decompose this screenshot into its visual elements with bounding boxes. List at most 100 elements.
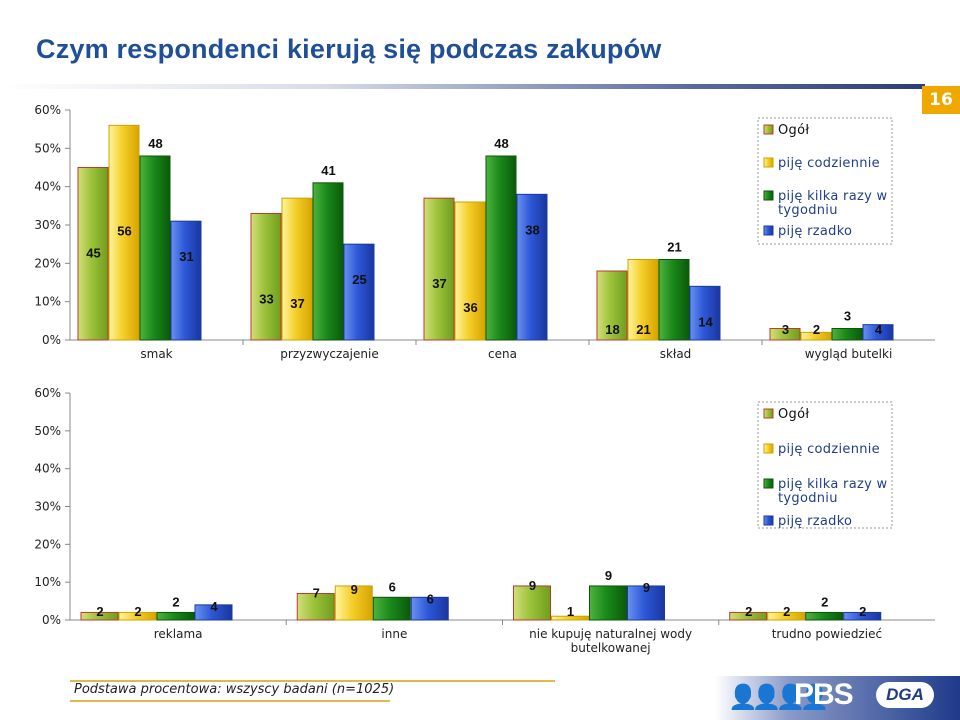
data-label: 4 — [210, 599, 218, 614]
page-number: 16 — [922, 86, 960, 114]
legend-label: tygodniu — [778, 491, 838, 506]
y-tick-label: 30% — [34, 500, 61, 514]
data-label: 2 — [134, 604, 141, 619]
y-tick-label: 50% — [34, 424, 61, 438]
legend-label: Ogół — [778, 407, 809, 422]
data-label: 21 — [667, 240, 681, 255]
legend-label: piję rzadko — [778, 514, 852, 529]
data-label: 4 — [875, 322, 883, 337]
legend-label: piję kilka razy w — [778, 189, 888, 204]
page-title: Czym respondenci kierują się podczas zak… — [36, 34, 662, 64]
bar-piję-codziennie — [281, 197, 313, 341]
bar-piję-codziennie — [108, 124, 140, 341]
y-tick-label: 0% — [42, 613, 61, 627]
bar-piję-rzadko — [516, 193, 548, 341]
bar-ogół — [296, 593, 335, 621]
bar-piję-rzadko — [843, 611, 882, 621]
data-label: 7 — [313, 586, 320, 601]
footnote: Podstawa procentowa: wszyscy badani (n=1… — [74, 682, 395, 697]
legend-swatch — [763, 190, 774, 201]
legend-swatch — [763, 225, 774, 236]
data-label: 48 — [148, 136, 162, 151]
y-tick-label: 60% — [34, 386, 61, 400]
bar-piję-rzadko — [689, 285, 721, 341]
bar-ogół — [80, 611, 119, 621]
chart-top: 0% 10% 20% 30% 40% 50% 60% smak 45 56 48 31 przyzwyc… — [34, 103, 935, 361]
header-divider — [0, 84, 925, 89]
data-label: 2 — [783, 604, 790, 619]
bar-piję-codziennie — [334, 585, 373, 621]
x-category-label: butelkowanej — [571, 641, 651, 655]
data-label: 37 — [432, 276, 446, 291]
data-label: 2 — [745, 604, 752, 619]
data-label: 41 — [321, 163, 335, 178]
bar-piję-kilka-razy-w-tygodniu — [139, 155, 171, 341]
legend-swatch — [763, 478, 774, 489]
footnote-divider — [70, 680, 555, 682]
x-category-label: inne — [381, 627, 407, 641]
bar-piję-rzadko — [343, 243, 375, 341]
data-label: 38 — [525, 222, 539, 237]
chart-bottom: 0% 10% 20% 30% 40% 50% 60% reklama 2 2 2 4 inne 7 9 6 6 n… — [34, 386, 935, 655]
bar-piję-codziennie — [118, 611, 157, 621]
data-label: 36 — [463, 300, 477, 315]
x-category-label: nie kupuję naturalnej wody — [529, 627, 692, 641]
data-label: 31 — [179, 249, 193, 264]
bar-piję-codziennie — [800, 331, 832, 341]
legend-swatch — [763, 124, 774, 135]
data-label: 2 — [859, 604, 866, 619]
bar-ogół — [729, 611, 768, 621]
data-label: 56 — [117, 223, 131, 238]
legend-swatch — [763, 515, 774, 526]
footnote-underline — [70, 700, 390, 702]
data-label: 2 — [96, 604, 103, 619]
data-label: 3 — [844, 309, 851, 324]
legend-label: piję codziennie — [778, 156, 880, 171]
data-label: 2 — [813, 322, 820, 337]
bar-piję-codziennie — [551, 615, 589, 621]
data-label: 2 — [821, 594, 828, 609]
bar-piję-codziennie — [767, 611, 806, 621]
bar-piję-rzadko — [862, 324, 894, 341]
legend-box — [757, 401, 893, 529]
bar-piję-codziennie — [627, 259, 659, 341]
bar-piję-kilka-razy-w-tygodniu — [831, 328, 863, 341]
x-category-label: smak — [140, 347, 172, 361]
y-tick-label: 10% — [34, 295, 61, 309]
y-tick-label: 20% — [34, 537, 61, 551]
x-category-label: cena — [488, 347, 517, 361]
bar-piję-kilka-razy-w-tygodniu — [372, 596, 411, 621]
bar-piję-codziennie — [454, 201, 486, 341]
bar-ogół — [423, 197, 455, 341]
legend-label: piję codziennie — [778, 442, 880, 457]
bar-piję-kilka-razy-w-tygodniu — [589, 585, 627, 621]
pbs-logo: PBS — [794, 678, 854, 711]
data-label: 9 — [351, 582, 358, 597]
legend-swatch — [763, 443, 774, 454]
data-label: 1 — [567, 604, 574, 619]
y-tick-label: 40% — [34, 180, 61, 194]
bar-ogół — [596, 270, 628, 341]
x-category-label: przyzwyczajenie — [280, 347, 378, 361]
y-tick-label: 50% — [34, 141, 61, 155]
data-label: 21 — [636, 322, 650, 337]
data-label: 3 — [782, 322, 789, 337]
bar-piję-kilka-razy-w-tygodniu — [805, 611, 844, 621]
data-label: 9 — [643, 580, 650, 595]
legend-box — [757, 117, 893, 245]
dga-logo: DGA — [876, 682, 934, 708]
legend-swatch — [763, 157, 774, 168]
data-label: 6 — [427, 591, 434, 606]
data-label: 9 — [529, 578, 536, 593]
bar-piję-kilka-razy-w-tygodniu — [312, 182, 344, 341]
x-category-label: wygląd butelki — [805, 347, 893, 361]
data-label: 18 — [605, 322, 619, 337]
x-category-label: reklama — [154, 627, 203, 641]
data-label: 48 — [494, 136, 508, 151]
data-label: 45 — [86, 246, 100, 261]
x-category-label: skład — [660, 347, 692, 361]
data-label: 6 — [389, 579, 396, 594]
y-tick-label: 10% — [34, 575, 61, 589]
bar-piję-rzadko — [627, 585, 665, 621]
